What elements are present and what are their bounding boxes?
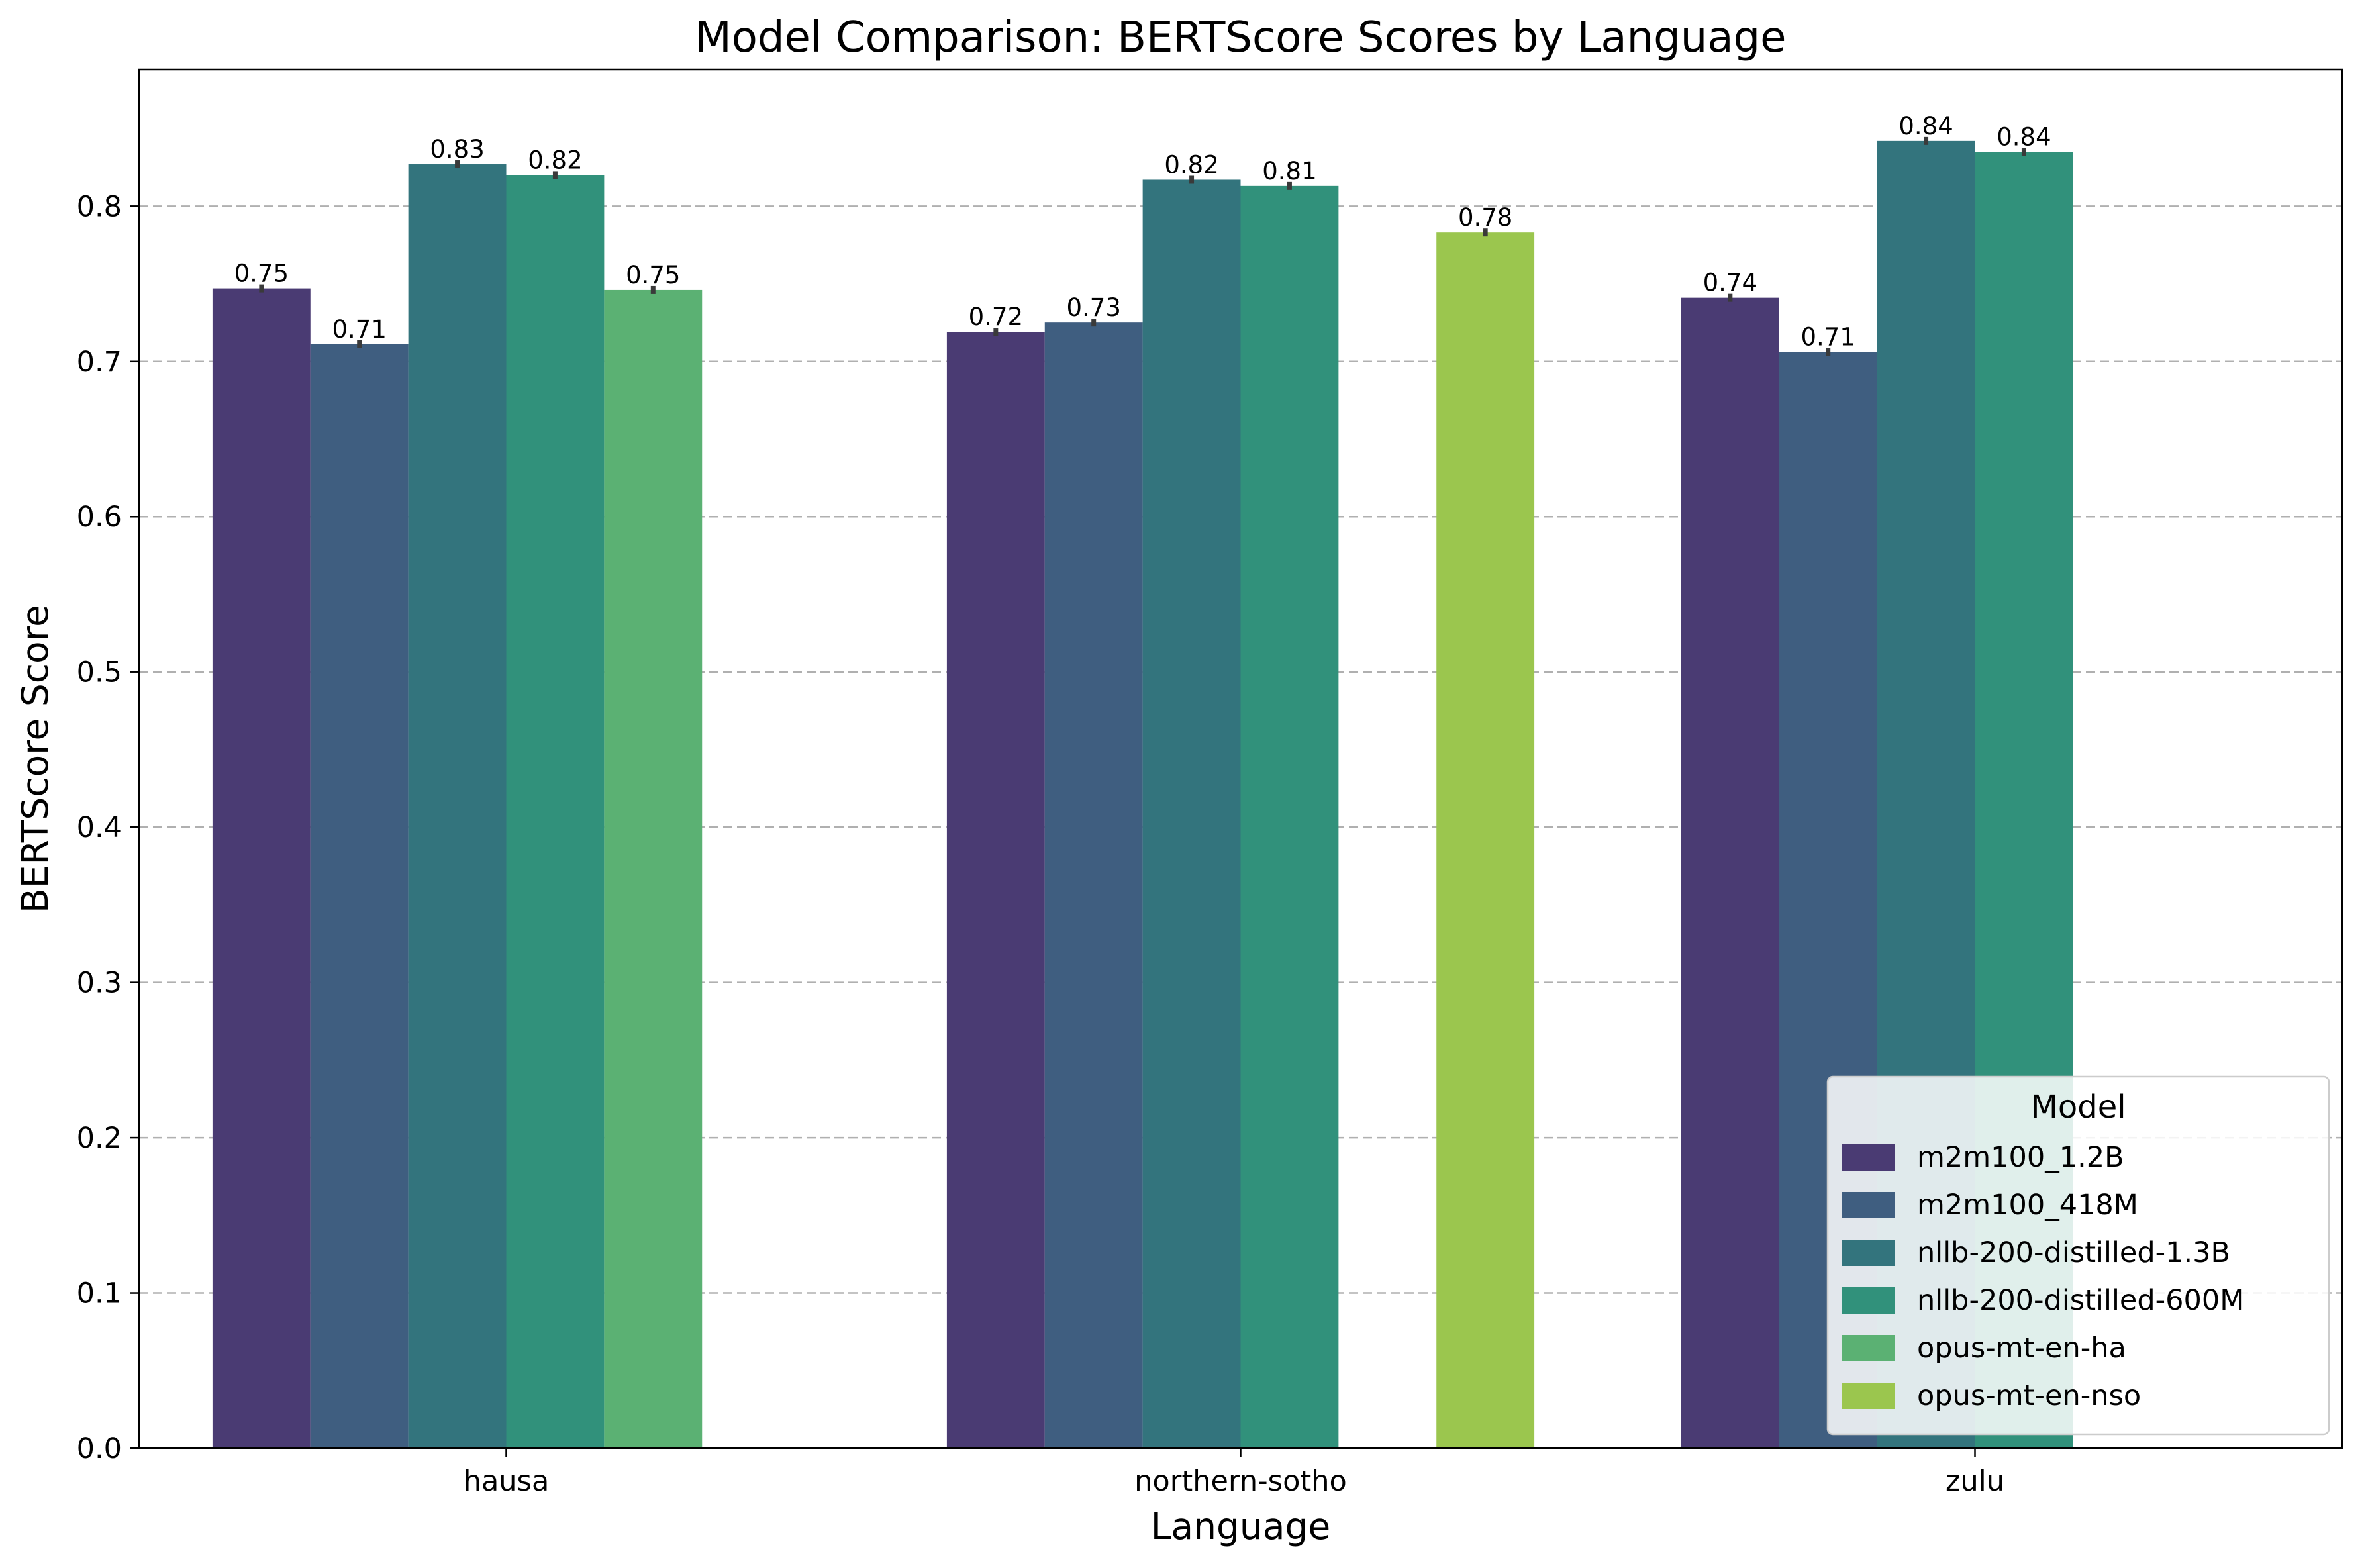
- bar: [604, 289, 703, 1449]
- legend-label: nllb-200-distilled-600M: [1917, 1284, 2244, 1317]
- legend-label: m2m100_1.2B: [1917, 1141, 2124, 1174]
- legend-title: Model: [2030, 1089, 2126, 1126]
- bar: [1436, 232, 1535, 1449]
- legend-item: m2m100_418M: [1842, 1189, 2138, 1222]
- y-tick-label: 0.2: [77, 1122, 122, 1155]
- legend-items: m2m100_1.2B m2m100_418M nllb-200-distilled…: [1842, 1141, 2244, 1412]
- legend-item: nllb-200-distilled-600M: [1842, 1284, 2244, 1317]
- bars: [212, 136, 2073, 1449]
- bar: [212, 288, 311, 1448]
- x-tick-label: northern-sotho: [1134, 1465, 1347, 1498]
- legend-item: nllb-200-distilled-1.3B: [1842, 1236, 2230, 1269]
- x-tick-label: hausa: [464, 1465, 550, 1498]
- data-label: 0.71: [1801, 323, 1855, 352]
- y-tick-label: 0.8: [77, 190, 122, 223]
- bar: [1142, 179, 1241, 1449]
- legend-swatch: [1842, 1287, 1895, 1314]
- bar: [1681, 297, 1779, 1448]
- y-tick-label: 0.7: [77, 346, 122, 379]
- bar: [310, 344, 409, 1449]
- y-tick-label: 0.1: [77, 1277, 122, 1310]
- legend-swatch: [1842, 1192, 1895, 1218]
- data-label: 0.71: [332, 315, 387, 344]
- data-label: 0.84: [1996, 122, 2051, 151]
- data-label: 0.75: [626, 261, 680, 289]
- legend-label: nllb-200-distilled-1.3B: [1917, 1236, 2230, 1269]
- y-tick-label: 0.4: [77, 811, 122, 844]
- bar: [408, 164, 507, 1448]
- bar: [1044, 322, 1143, 1448]
- y-axis-label: BERTScore Score: [14, 605, 56, 913]
- bar: [506, 175, 605, 1449]
- legend-label: opus-mt-en-ha: [1917, 1332, 2126, 1365]
- legend: Model m2m100_1.2B m2m100_418M nllb-200-dis…: [1826, 1075, 2330, 1436]
- legend-swatch: [1842, 1240, 1895, 1266]
- bar: [946, 332, 1045, 1449]
- legend-label: opus-mt-en-nso: [1917, 1379, 2141, 1412]
- legend-swatch: [1842, 1383, 1895, 1409]
- legend-swatch: [1842, 1144, 1895, 1171]
- legend-label: m2m100_418M: [1917, 1189, 2138, 1222]
- data-label: 0.73: [1067, 293, 1121, 322]
- x-axis-label: Language: [1151, 1505, 1330, 1547]
- data-label: 0.83: [430, 135, 484, 164]
- legend-swatch: [1842, 1335, 1895, 1361]
- data-label: 0.74: [1703, 269, 1757, 297]
- legend-item: opus-mt-en-nso: [1842, 1379, 2141, 1412]
- y-tick-label: 0.0: [77, 1432, 122, 1465]
- data-label: 0.72: [969, 303, 1023, 331]
- bar: [1240, 185, 1339, 1448]
- data-labels: 0.75 0.71 0.83 0.82 0.75 0.72 0.73 0.82 0.81 0.78…: [234, 112, 2051, 352]
- legend-item: m2m100_1.2B: [1842, 1141, 2124, 1174]
- data-label: 0.82: [528, 146, 582, 174]
- data-label: 0.78: [1458, 203, 1512, 232]
- axes: 0.0 0.1 0.2 0.3 0.4 0.5 0.6 0.7 0.8 hausa northern…: [77, 190, 2004, 1498]
- x-tick-label: zulu: [1945, 1465, 2004, 1498]
- y-tick-label: 0.3: [77, 967, 122, 1000]
- chart-title: Model Comparison: BERTScore Scores by La…: [695, 13, 1786, 62]
- data-label: 0.75: [234, 260, 289, 288]
- data-label: 0.82: [1164, 150, 1218, 179]
- data-label: 0.84: [1898, 112, 1953, 140]
- legend-item: opus-mt-en-ha: [1842, 1332, 2126, 1365]
- legend-box: [1826, 1075, 2330, 1436]
- y-tick-label: 0.6: [77, 501, 122, 534]
- data-label: 0.81: [1262, 157, 1316, 185]
- y-tick-label: 0.5: [77, 656, 122, 689]
